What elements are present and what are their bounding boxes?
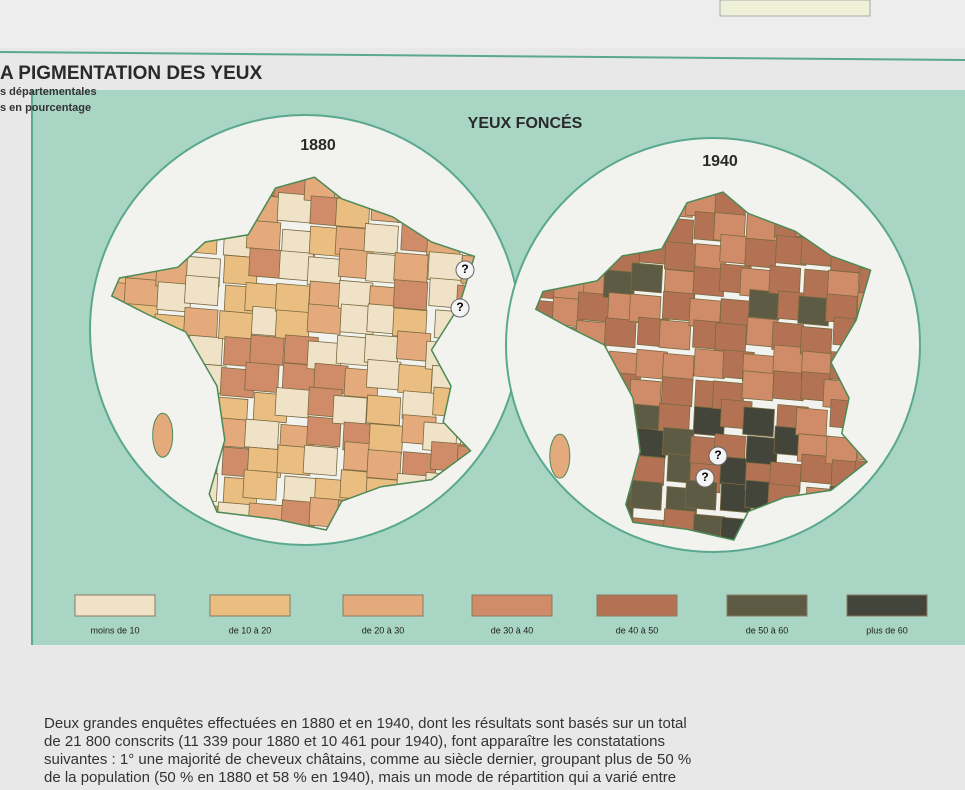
department (366, 449, 402, 481)
department (795, 407, 828, 439)
department (661, 426, 695, 458)
department (714, 322, 747, 354)
department (218, 310, 254, 342)
department (274, 282, 311, 315)
department (630, 262, 664, 294)
legend-label: de 10 à 20 (229, 625, 272, 635)
legend-label: moins de 10 (90, 625, 139, 635)
department (332, 394, 368, 427)
department (183, 306, 219, 339)
unknown-area (455, 260, 475, 280)
corsica (549, 433, 571, 479)
department (393, 252, 429, 284)
legend-label: de 30 à 40 (491, 625, 534, 635)
department (184, 274, 220, 307)
department (693, 348, 727, 380)
department (745, 435, 779, 467)
legend-label: de 40 à 50 (616, 625, 659, 635)
unknown-area (695, 468, 715, 488)
france-outline (534, 191, 872, 541)
department (603, 317, 637, 349)
legend-swatch (342, 594, 424, 617)
department (276, 444, 312, 476)
department (772, 344, 806, 376)
legend-swatch (726, 594, 808, 617)
body-line: suivantes : 1° une majorité de cheveux c… (44, 751, 691, 768)
legend: moins de 10 de 10 à 20 de 20 à 30 de 30 à 4… (74, 594, 928, 635)
body-line: de 21 800 conscrits (11 339 pour 1880 et… (44, 733, 665, 750)
legend-swatch (596, 594, 678, 617)
subtitle: s départementales (0, 86, 97, 98)
title-rule (0, 51, 965, 61)
unknown-area (450, 298, 470, 318)
unknown-marker: ? (461, 262, 468, 276)
department (242, 469, 278, 501)
top-box (719, 0, 871, 17)
department (630, 479, 663, 511)
department (246, 446, 283, 478)
legend-label: plus de 60 (866, 625, 908, 635)
legend-swatch (471, 594, 553, 617)
unknown-marker: ? (714, 448, 721, 462)
body-line: de la population (50 % en 1880 et 58 % e… (44, 769, 676, 785)
legend-swatch (209, 594, 291, 617)
department (772, 370, 805, 402)
unknown-marker: ? (701, 470, 708, 484)
department (663, 241, 697, 272)
map-year: 1880 (300, 137, 336, 154)
department (366, 359, 402, 391)
department (306, 416, 342, 448)
department (797, 295, 831, 327)
department (741, 370, 775, 402)
france-outline (110, 176, 476, 531)
department (660, 376, 694, 408)
department (742, 406, 775, 438)
department (744, 237, 778, 269)
department (302, 444, 339, 477)
department (248, 247, 284, 279)
department (363, 223, 399, 255)
department (658, 319, 692, 351)
department (368, 423, 404, 455)
department (748, 289, 781, 320)
department (244, 418, 280, 450)
department (244, 361, 280, 394)
department (274, 387, 310, 419)
department (365, 394, 402, 426)
corsica (152, 412, 174, 458)
body-text: Deux grandes enquêtes effectuées en 1880… (44, 715, 691, 786)
department (392, 279, 429, 311)
subtitle: s en pourcentage (0, 102, 91, 114)
map-title: YEUX FONCÉS (468, 113, 583, 132)
department (249, 334, 285, 366)
legend-swatch (74, 594, 156, 617)
legend-label: de 20 à 30 (362, 625, 405, 635)
department (306, 303, 343, 335)
map-year: 1940 (702, 153, 738, 170)
body-line: Deux grandes enquêtes effectuées en 1880… (44, 715, 687, 732)
unknown-area (708, 446, 728, 466)
title: A PIGMENTATION DES YEUX (0, 63, 262, 84)
legend-swatch (846, 594, 928, 617)
department (692, 266, 726, 297)
department (774, 234, 808, 266)
unknown-marker: ? (456, 300, 463, 314)
legend-label: de 50 à 60 (746, 625, 789, 635)
